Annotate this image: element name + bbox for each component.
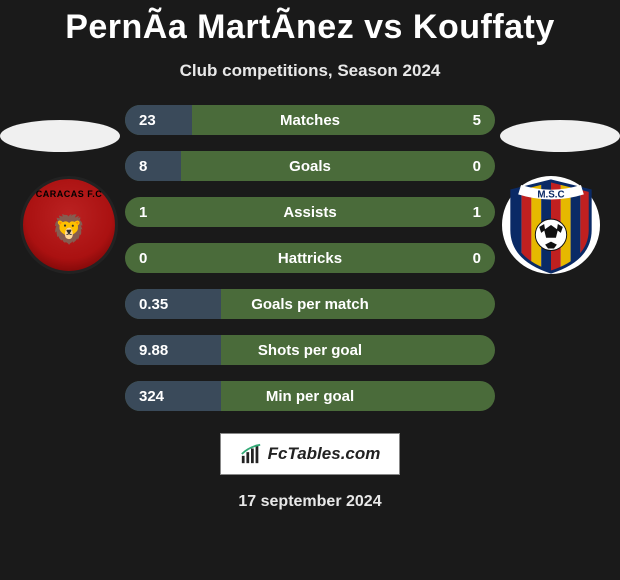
stat-row: 0.35Goals per match xyxy=(125,289,495,319)
stat-right-value: 0 xyxy=(473,250,481,267)
left-ellipse-decoration xyxy=(0,120,120,152)
stat-right-value: 1 xyxy=(473,204,481,221)
left-club-logo: CARACAS F.C 🦁 xyxy=(20,176,118,274)
left-club-arc-text: CARACAS F.C xyxy=(36,189,103,199)
footer-brand-logo: FcTables.com xyxy=(220,433,400,475)
shield-icon: M.S.C xyxy=(502,176,600,274)
svg-text:M.S.C: M.S.C xyxy=(537,190,564,201)
stat-row: 324Min per goal xyxy=(125,381,495,411)
page-title: PernÃ­a MartÃ­nez vs Kouffaty xyxy=(0,0,620,47)
stat-right-value: 5 xyxy=(473,112,481,129)
date-label: 17 september 2024 xyxy=(0,493,620,511)
stat-label: Assists xyxy=(125,204,495,221)
stat-label: Matches xyxy=(125,112,495,129)
stat-label: Shots per goal xyxy=(125,342,495,359)
stat-row: 23Matches5 xyxy=(125,105,495,135)
stat-right-value: 0 xyxy=(473,158,481,175)
lion-icon: 🦁 xyxy=(52,213,87,246)
stat-label: Min per goal xyxy=(125,388,495,405)
footer-brand-text: FcTables.com xyxy=(268,444,381,464)
chart-icon xyxy=(240,443,262,465)
stat-row: 1Assists1 xyxy=(125,197,495,227)
right-club-logo: M.S.C xyxy=(502,176,600,274)
stats-list: 23Matches58Goals01Assists10Hattricks00.3… xyxy=(125,105,495,411)
stat-row: 8Goals0 xyxy=(125,151,495,181)
stat-row: 0Hattricks0 xyxy=(125,243,495,273)
stat-label: Goals per match xyxy=(125,296,495,313)
subtitle: Club competitions, Season 2024 xyxy=(0,61,620,81)
right-ellipse-decoration xyxy=(500,120,620,152)
stat-label: Hattricks xyxy=(125,250,495,267)
stat-row: 9.88Shots per goal xyxy=(125,335,495,365)
stat-label: Goals xyxy=(125,158,495,175)
